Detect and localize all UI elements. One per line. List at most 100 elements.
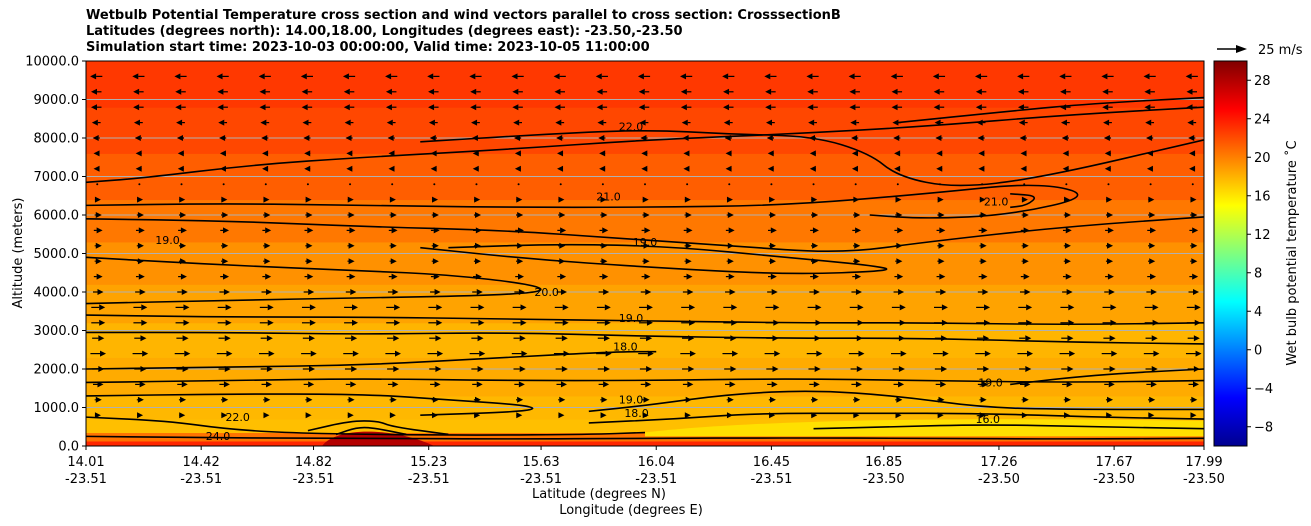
wind-vector-head <box>644 227 651 234</box>
wind-vector-head <box>264 258 271 265</box>
x-tick-label-lon: -23.51 <box>635 472 677 487</box>
wind-vector <box>853 242 861 249</box>
x-tick-label-lon: -23.51 <box>293 472 335 487</box>
wind-vector-head <box>519 366 526 372</box>
wind-vector <box>302 335 316 342</box>
wind-vector-head <box>1066 289 1073 295</box>
wind-vector <box>1103 119 1112 126</box>
wind-vector-head <box>99 319 106 326</box>
wind-vector-head <box>1066 381 1073 388</box>
wind-vector-head <box>809 150 816 157</box>
wind-vector-head <box>601 242 608 249</box>
wind-vector-head <box>1102 88 1109 95</box>
wind-vector <box>850 366 863 372</box>
wind-vector <box>641 227 651 234</box>
wind-vector <box>893 289 905 295</box>
wind-vector <box>514 165 521 172</box>
wind-vector <box>177 165 184 172</box>
wind-vector <box>896 183 899 186</box>
wind-vector-head <box>133 119 140 126</box>
wind-vector-head <box>890 73 897 80</box>
wind-vector-head <box>601 396 608 403</box>
wind-vector-head <box>513 119 520 126</box>
wind-vector <box>179 412 186 419</box>
wind-vector-head <box>642 412 649 419</box>
wind-vector <box>475 183 478 186</box>
contour-label: 22.0 <box>619 120 644 133</box>
wind-vector <box>1189 273 1199 280</box>
wind-vector-head <box>436 304 443 311</box>
wind-vector <box>891 319 906 326</box>
wind-vector <box>263 258 271 265</box>
wind-vector-head <box>184 350 191 357</box>
wind-vector-head <box>686 227 693 234</box>
wind-vector <box>976 335 990 342</box>
wind-vector <box>388 150 395 157</box>
wind-vector <box>385 88 397 95</box>
wind-vector-head <box>175 88 182 95</box>
wind-vector-head <box>1103 119 1110 126</box>
wind-vector-head <box>770 227 777 234</box>
wind-vector-head <box>981 273 988 280</box>
y-tick-label: 6000.0 <box>34 209 80 224</box>
y-tick-label: 10000.0 <box>25 55 79 70</box>
wind-vector <box>221 212 229 218</box>
wind-vector <box>596 104 608 111</box>
wind-vector-head <box>222 242 229 249</box>
wind-vector-head <box>96 227 103 234</box>
wind-vector-head <box>856 366 863 372</box>
wind-vector-head <box>217 104 224 111</box>
wind-vector <box>767 289 778 295</box>
wind-vector <box>810 396 819 403</box>
wind-vector <box>851 381 862 388</box>
wind-vector <box>1062 273 1072 280</box>
wind-vector-head <box>1149 258 1156 265</box>
wind-vector <box>680 73 693 80</box>
wind-vector <box>1064 412 1071 419</box>
wind-vector <box>682 381 694 388</box>
wind-vector-head <box>561 366 568 372</box>
wind-vector <box>558 412 565 419</box>
wind-vector <box>301 88 313 95</box>
wind-vector <box>388 227 398 234</box>
wind-vector-head <box>266 335 273 342</box>
wind-vector <box>935 381 947 388</box>
wind-vector-head <box>90 73 97 80</box>
wind-vector <box>511 73 524 80</box>
wind-vector <box>344 119 354 126</box>
wind-vector-head <box>765 88 772 95</box>
y-axis: 0.0 1000.0 2000.0 3000.0 4000.0 5000.0 6000.0 7… <box>25 55 86 455</box>
wind-vector <box>346 227 356 234</box>
wind-vector-head <box>1149 212 1156 218</box>
wind-vector <box>1017 350 1034 357</box>
wind-vector-head <box>1149 396 1156 403</box>
wind-vector-head <box>137 196 144 203</box>
wind-vector-head <box>772 335 779 342</box>
wind-vector <box>556 135 564 141</box>
wind-vector <box>260 119 270 126</box>
wind-vector <box>724 135 732 141</box>
wind-vector <box>724 366 737 372</box>
wind-vector <box>1186 319 1201 326</box>
wind-vector-head <box>97 381 104 388</box>
wind-vector <box>894 165 901 172</box>
wind-vector-head <box>432 196 439 203</box>
wind-vector <box>472 289 483 295</box>
contour-line <box>86 216 1204 252</box>
wind-vector-head <box>1150 289 1157 295</box>
wind-vector <box>895 212 903 218</box>
colorbar-tick-label: 20 <box>1254 151 1271 166</box>
wind-vector-head <box>857 319 864 326</box>
wind-vector <box>219 381 230 388</box>
wind-vector-head <box>140 366 147 372</box>
wind-vector <box>595 73 608 80</box>
wind-vector <box>427 73 440 80</box>
wind-vector <box>854 183 857 186</box>
x-tick-label-lat: 14.82 <box>295 455 332 470</box>
wind-vector-head <box>469 73 476 80</box>
colorbar-tick-label: −4 <box>1254 382 1273 397</box>
wind-vector <box>638 88 650 95</box>
wind-vector-head <box>91 119 98 126</box>
contour-line <box>335 426 407 436</box>
wind-vector-head <box>141 304 148 311</box>
